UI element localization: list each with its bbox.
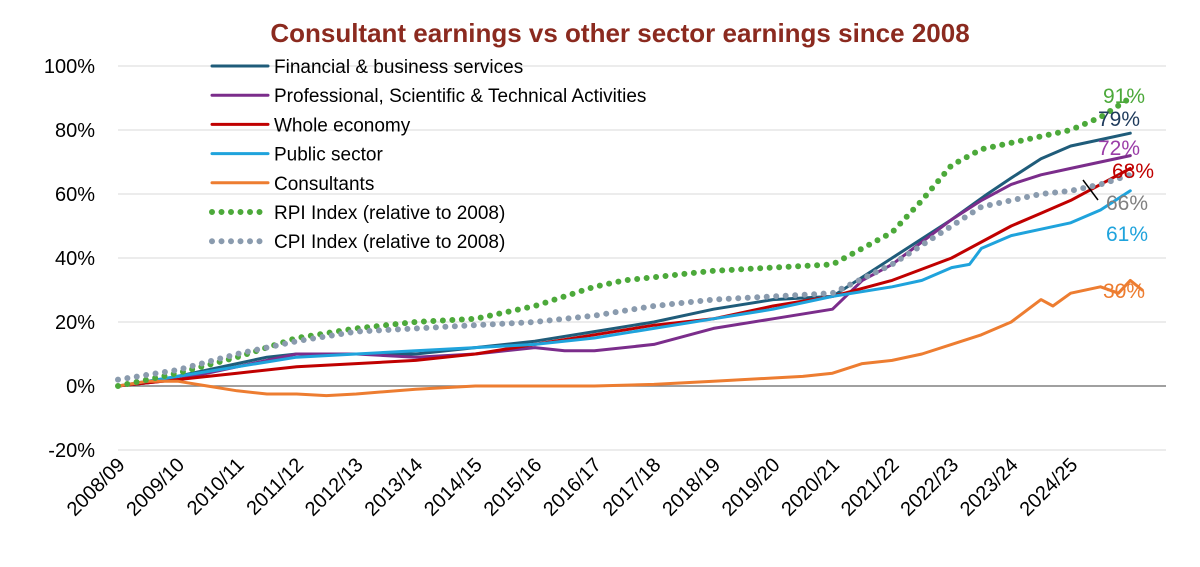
y-tick-label: 40% [55, 248, 95, 270]
y-axis-tick-labels: -20% 0% 20% 40% 60% 80% 100% [44, 56, 95, 462]
x-tick-label: 2020/21 [777, 454, 844, 521]
x-tick-label: 2017/18 [599, 454, 666, 521]
end-label: 30% [1103, 280, 1145, 303]
end-labels: 79% 72%68% 61% 30% 91% 66% [1098, 85, 1154, 303]
legend-label: Whole economy [274, 115, 411, 136]
x-tick-label: 2018/19 [658, 454, 725, 521]
series-line-professional-scientific-technical-activities [116, 154, 1132, 388]
x-tick-label: 2015/16 [480, 454, 547, 521]
x-axis-tick-labels: 2008/092009/102010/112011/122012/132013/… [63, 454, 1082, 521]
end-label: 66% [1106, 192, 1148, 215]
x-tick-label: 2024/25 [1016, 454, 1083, 521]
end-label: 79% [1098, 108, 1140, 131]
y-tick-label: 60% [55, 184, 95, 206]
series-line-rpi-index-relative-to-2008 [115, 95, 1134, 389]
x-tick-label: 2011/12 [243, 454, 309, 520]
cpi-label-pointer [1082, 179, 1099, 201]
x-tick-label: 2014/15 [420, 454, 487, 521]
series-line-consultants [116, 278, 1144, 398]
end-label: 61% [1106, 223, 1148, 246]
x-tick-label: 2008/09 [63, 454, 130, 521]
x-tick-label: 2012/13 [301, 454, 368, 521]
legend-label: Professional, Scientific & Technical Act… [274, 86, 646, 107]
end-label: 72% [1098, 137, 1140, 160]
legend: Financial & business services Professiona… [209, 57, 646, 253]
y-tick-label: 80% [55, 120, 95, 142]
x-tick-label: 2023/24 [956, 454, 1023, 521]
legend-label: Consultants [274, 174, 374, 195]
y-tick-label: -20% [48, 440, 95, 462]
x-tick-label: 2021/22 [837, 454, 904, 521]
x-tick-label: 2016/17 [539, 454, 606, 521]
chart-title: Consultant earnings vs other sector earn… [270, 18, 969, 48]
end-label: 91% [1103, 85, 1145, 108]
end-label: 68% [1112, 160, 1154, 183]
legend-label: RPI Index (relative to 2008) [274, 203, 505, 224]
legend-label: Public sector [274, 145, 383, 166]
y-tick-label: 0% [66, 376, 95, 398]
x-tick-label: 2009/10 [122, 454, 189, 521]
legend-label: CPI Index (relative to 2008) [274, 232, 505, 253]
series-line-financial-business-services [116, 131, 1132, 388]
gridlines [118, 65, 1166, 451]
legend-label: Financial & business services [274, 57, 523, 78]
x-tick-label: 2019/20 [718, 454, 785, 521]
x-tick-label: 2013/14 [361, 454, 428, 521]
y-tick-label: 100% [44, 56, 95, 78]
series-line-public-sector [116, 189, 1132, 388]
x-tick-label: 2022/23 [896, 454, 963, 521]
series-lines [115, 95, 1144, 398]
y-tick-label: 20% [55, 312, 95, 334]
x-tick-label: 2010/11 [183, 454, 249, 520]
